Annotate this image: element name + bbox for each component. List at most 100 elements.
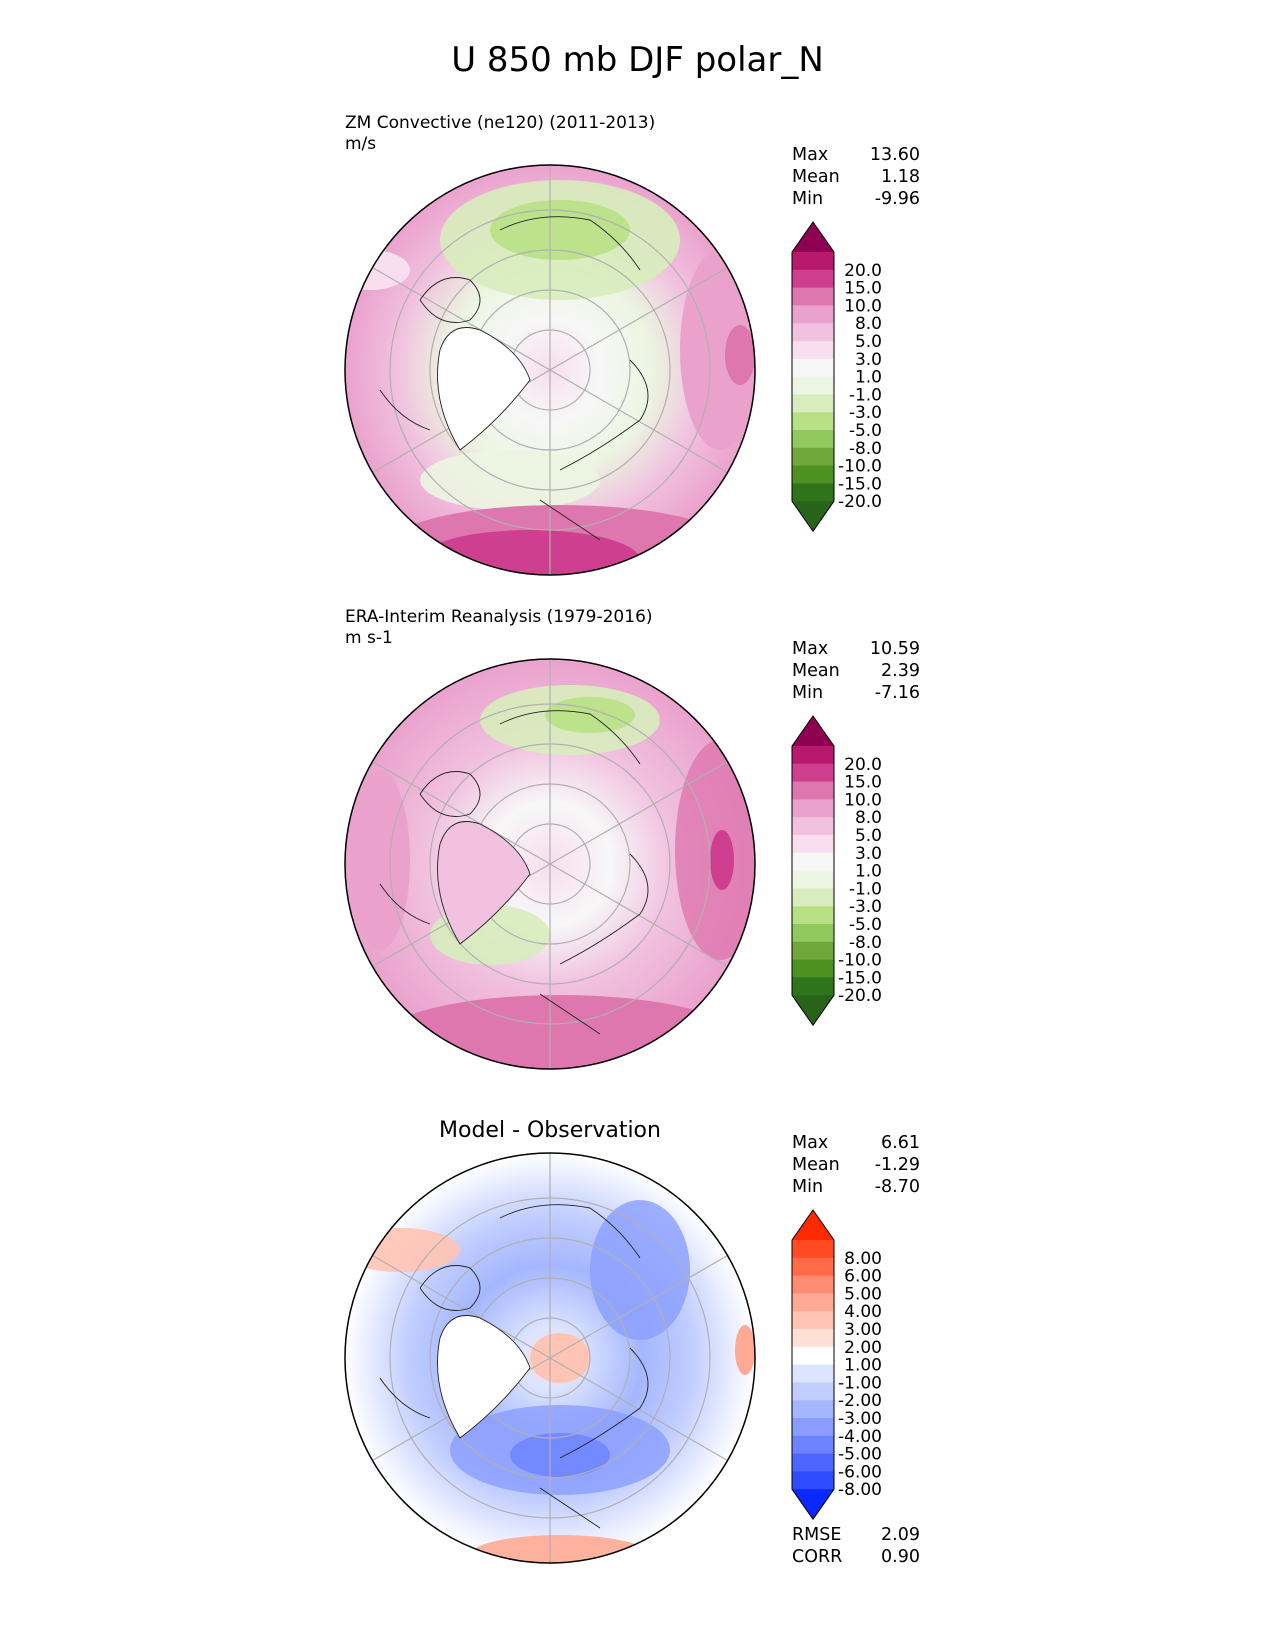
colorbar-tick-label: 20.0 xyxy=(844,261,882,281)
panel-2-title: ERA-Interim Reanalysis (1979-2016) m s-1 xyxy=(345,607,653,649)
colorbar-tick-label: -20.0 xyxy=(838,492,882,512)
colorbar-tick-label: -10.0 xyxy=(838,951,882,971)
colorbar-segment xyxy=(792,977,834,996)
colorbar-tick-label: 3.0 xyxy=(855,844,882,864)
panel-1-boundary xyxy=(344,164,756,576)
colorbar-tick-label: 10.0 xyxy=(844,296,882,316)
colorbar-segment xyxy=(792,817,834,836)
colorbar-extend-min xyxy=(792,501,834,532)
panel-1-name: ZM Convective (ne120) (2011-2013) xyxy=(345,113,656,133)
panel-2-coastlines xyxy=(379,710,649,1035)
colorbar-extend-max xyxy=(792,716,834,746)
colorbar-segment xyxy=(792,287,834,306)
colorbar-segment xyxy=(792,1346,834,1365)
figure-title: U 850 mb DJF polar_N xyxy=(451,40,824,80)
colorbar-tick-label: 1.00 xyxy=(844,1356,882,1376)
colorbar-tick-label: 5.0 xyxy=(855,332,882,352)
panel-1-coastlines xyxy=(379,216,649,541)
colorbar-tick-label: 2.00 xyxy=(844,1338,882,1358)
colorbar-extend-min xyxy=(792,995,834,1026)
colorbar-segment xyxy=(792,1311,834,1330)
panel-2-name: ERA-Interim Reanalysis (1979-2016) xyxy=(345,607,653,627)
colorbar-segment xyxy=(792,852,834,871)
colorbar-tick-label: 5.0 xyxy=(855,826,882,846)
meridian-line xyxy=(372,1254,551,1359)
colorbar-segment xyxy=(792,781,834,800)
colorbar-tick-label: -15.0 xyxy=(838,968,882,988)
colorbars: 20.015.010.08.05.03.01.0-1.0-3.0-5.0-8.0… xyxy=(791,221,882,1521)
colorbar-segment xyxy=(792,1364,834,1383)
colorbar-segment xyxy=(792,269,834,288)
colorbar-segment xyxy=(792,799,834,818)
panel-2-colorbar: 20.015.010.08.05.03.01.0-1.0-3.0-5.0-8.0… xyxy=(791,715,882,1027)
colorbar-segment xyxy=(792,1400,834,1419)
colorbar-segment xyxy=(792,394,834,413)
colorbar-tick-label: 5.00 xyxy=(844,1284,882,1304)
panel-3-graticule xyxy=(372,1153,728,1563)
colorbar-outline xyxy=(791,221,835,533)
meridian-line xyxy=(549,1254,728,1359)
colorbar-segment xyxy=(792,1453,834,1472)
colorbar-segment xyxy=(792,870,834,889)
colorbar-segment xyxy=(792,959,834,978)
colorbar-segment xyxy=(792,341,834,360)
colorbar-tick-label: -5.00 xyxy=(838,1445,882,1465)
colorbar-segment xyxy=(792,305,834,324)
panel-3-boundary xyxy=(344,1152,756,1564)
colorbar-tick-label: -3.0 xyxy=(849,897,882,917)
colorbar-outline xyxy=(791,1209,835,1521)
colorbar-segment xyxy=(792,430,834,449)
panel-1-map xyxy=(344,164,756,576)
colorbar-segment xyxy=(792,1257,834,1276)
panel-1-colorbar: 20.015.010.08.05.03.01.0-1.0-3.0-5.0-8.0… xyxy=(791,221,882,533)
colorbar-tick-label: -5.0 xyxy=(849,421,882,441)
colorbar-tick-label: -8.0 xyxy=(849,439,882,459)
colorbar-segment xyxy=(792,924,834,943)
panel-3-coastlines xyxy=(379,1204,649,1529)
colorbar-segment xyxy=(792,888,834,907)
colorbar-tick-label: 15.0 xyxy=(844,279,882,299)
colorbar-segment xyxy=(792,941,834,960)
meridian-line xyxy=(372,266,551,371)
colorbar-segment xyxy=(792,746,834,765)
panel-2-units: m s-1 xyxy=(345,628,393,648)
colorbar-tick-label: -6.00 xyxy=(838,1462,882,1482)
colorbar-segment xyxy=(792,358,834,377)
colorbar-segment xyxy=(792,447,834,466)
panel-1-stats: Max 13.60 Mean 1.18 Min -9.96 xyxy=(792,145,920,209)
meridian-line xyxy=(372,760,551,865)
colorbar-segment xyxy=(792,1471,834,1490)
colorbar-tick-label: -3.00 xyxy=(838,1409,882,1429)
colorbar-tick-label: 4.00 xyxy=(844,1302,882,1322)
colorbar-segment xyxy=(792,1418,834,1437)
panel-2-stats: Max 10.59 Mean 2.39 Min -7.16 xyxy=(792,639,920,703)
panel-2-map xyxy=(344,658,756,1070)
panel-3-colorbar: 8.006.005.004.003.002.001.00-1.00-2.00-3… xyxy=(791,1209,882,1521)
colorbar-segment xyxy=(792,1382,834,1401)
meridian-line xyxy=(549,266,728,371)
colorbar-tick-label: 1.0 xyxy=(855,368,882,388)
colorbar-tick-label: 8.0 xyxy=(855,314,882,334)
colorbar-segment xyxy=(792,1329,834,1348)
colorbar-segment xyxy=(792,323,834,342)
colorbar-extend-max xyxy=(792,222,834,252)
panel-3-title: Model - Observation xyxy=(439,1118,661,1143)
colorbar-tick-label: -1.00 xyxy=(838,1373,882,1393)
panel-3-extra-stats: RMSE 2.09 CORR 0.90 xyxy=(792,1525,920,1567)
colorbar-segment xyxy=(792,1240,834,1259)
colorbar-segment xyxy=(792,763,834,782)
colorbar-outline xyxy=(791,715,835,1027)
panel-1-units: m/s xyxy=(345,134,377,154)
colorbar-tick-label: -1.0 xyxy=(849,879,882,899)
colorbar-segment xyxy=(792,376,834,395)
colorbar-segment xyxy=(792,1293,834,1312)
colorbar-tick-label: 6.00 xyxy=(844,1267,882,1287)
colorbar-segment xyxy=(792,483,834,502)
colorbar-tick-label: 20.0 xyxy=(844,755,882,775)
colorbar-tick-label: -15.0 xyxy=(838,474,882,494)
colorbar-tick-label: 10.0 xyxy=(844,790,882,810)
colorbar-tick-label: -5.0 xyxy=(849,915,882,935)
colorbar-segment xyxy=(792,1435,834,1454)
colorbar-segment xyxy=(792,835,834,854)
